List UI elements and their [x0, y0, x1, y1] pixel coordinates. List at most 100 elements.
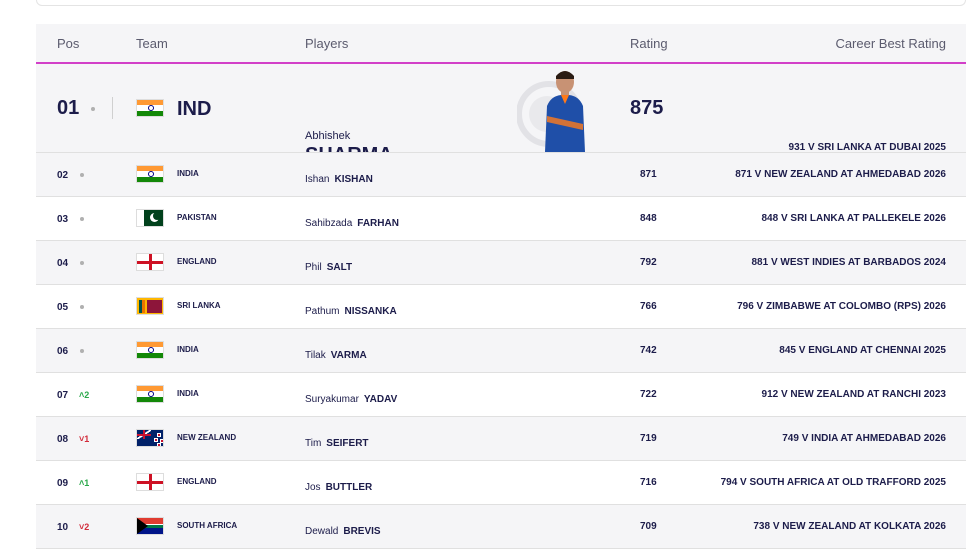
- header-rating: Rating: [630, 36, 668, 51]
- table-row[interactable]: 08 ˅1 NEW ZEALAND Tim SEIFERT 719 749 V I…: [36, 417, 966, 461]
- player-last-name: VARMA: [330, 350, 367, 361]
- leader-first-name: Abhishek: [305, 130, 351, 142]
- player-first-name: Pathum: [305, 306, 340, 317]
- row-team: INDIA: [177, 389, 199, 398]
- table-row[interactable]: 02 INDIA Ishan KISHAN 871 871 V NEW ZEALA…: [36, 153, 966, 197]
- new-zealand-flag-icon: [136, 429, 164, 447]
- row-rating: 722: [640, 389, 657, 400]
- row-team: INDIA: [177, 169, 199, 178]
- row-rating: 848: [640, 213, 657, 224]
- no-change-dot-icon: [80, 173, 84, 177]
- player-last-name: SALT: [326, 262, 353, 273]
- row-pos: 05: [57, 302, 69, 313]
- south-africa-flag-icon: [136, 517, 164, 535]
- row-rating: 742: [640, 345, 657, 356]
- no-change-dot-icon: [91, 107, 95, 111]
- row-rating: 792: [640, 257, 657, 268]
- india-flag-icon: [136, 165, 164, 183]
- table-row[interactable]: 05 SRI LANKA Pathum NISSANKA 766 796 V ZI…: [36, 285, 966, 329]
- row-career-best: 794 V SOUTH AFRICA AT OLD TRAFFORD 2025: [720, 477, 946, 488]
- no-change-dot-icon: [80, 305, 84, 309]
- row-pos: 07: [57, 390, 69, 401]
- move-down-icon: ˅1: [79, 434, 90, 444]
- india-flag-icon: [136, 99, 164, 117]
- player-first-name: Dewald: [305, 526, 339, 537]
- player-last-name: KISHAN: [334, 174, 373, 185]
- leader-rating: 875: [630, 97, 664, 119]
- table-row[interactable]: 06 INDIA Tilak VARMA 742 845 V ENGLAND AT…: [36, 329, 966, 373]
- header-pos: Pos: [57, 36, 80, 51]
- row-player[interactable]: Dewald BREVIS: [305, 526, 381, 537]
- player-last-name: NISSANKA: [344, 306, 397, 317]
- player-last-name: SEIFERT: [326, 438, 369, 449]
- player-last-name: BUTTLER: [325, 482, 373, 493]
- row-player[interactable]: Ishan KISHAN: [305, 174, 373, 185]
- table-row[interactable]: 09 ˄1 ENGLAND Jos BUTTLER 716 794 V SOUTH…: [36, 461, 966, 505]
- row-team: SRI LANKA: [177, 301, 221, 310]
- header-career-best: Career Best Rating: [835, 36, 946, 51]
- header-players: Players: [305, 36, 349, 51]
- player-first-name: Phil: [305, 262, 322, 273]
- leader-team: IND: [177, 98, 212, 120]
- player-last-name: YADAV: [363, 394, 398, 405]
- player-first-name: Jos: [305, 482, 321, 493]
- row-pos: 04: [57, 258, 69, 269]
- row-rating: 719: [640, 433, 657, 444]
- player-portrait: [517, 71, 585, 152]
- no-change-dot-icon: [80, 349, 84, 353]
- header-team: Team: [136, 36, 168, 51]
- row-player[interactable]: Tilak VARMA: [305, 350, 367, 361]
- table-row[interactable]: 04 ENGLAND Phil SALT 792 881 V WEST INDIE…: [36, 241, 966, 285]
- player-first-name: Suryakumar: [305, 394, 359, 405]
- row-player[interactable]: Suryakumar YADAV: [305, 394, 397, 405]
- player-first-name: Ishan: [305, 174, 330, 185]
- row-rating: 709: [640, 521, 657, 532]
- row-team: PAKISTAN: [177, 213, 217, 222]
- row-rating: 871: [640, 169, 657, 180]
- table-row[interactable]: 07 ˄2 INDIA Suryakumar YADAV 722 912 V NE…: [36, 373, 966, 417]
- row-rating: 716: [640, 477, 657, 488]
- rankings-table: Pos Team Players Rating Career Best Rati…: [36, 24, 966, 549]
- table-header: Pos Team Players Rating Career Best Rati…: [36, 24, 966, 64]
- player-last-name: FARHAN: [357, 218, 399, 229]
- pakistan-flag-icon: [136, 209, 164, 227]
- leader-row[interactable]: 01 IND Abhishek SHARMA 875 931 V SRI LAN…: [36, 64, 966, 153]
- row-pos: 09: [57, 478, 69, 489]
- divider: [112, 97, 113, 119]
- row-pos: 03: [57, 214, 69, 225]
- row-career-best: 845 V ENGLAND AT CHENNAI 2025: [779, 345, 946, 356]
- england-flag-icon: [136, 253, 164, 271]
- row-team: SOUTH AFRICA: [177, 521, 238, 530]
- leader-pos: 01: [57, 97, 80, 119]
- row-career-best: 796 V ZIMBABWE AT COLOMBO (RPS) 2026: [737, 301, 946, 312]
- move-up-icon: ˄1: [79, 478, 90, 488]
- row-player[interactable]: Phil SALT: [305, 262, 352, 273]
- england-flag-icon: [136, 473, 164, 491]
- move-down-icon: ˅2: [79, 522, 90, 532]
- row-team: ENGLAND: [177, 477, 217, 486]
- row-career-best: 881 V WEST INDIES AT BARBADOS 2024: [751, 257, 947, 268]
- row-pos: 08: [57, 434, 69, 445]
- move-up-icon: ˄2: [79, 390, 90, 400]
- row-player[interactable]: Jos BUTTLER: [305, 482, 372, 493]
- row-player[interactable]: Sahibzada FARHAN: [305, 218, 399, 229]
- row-rating: 766: [640, 301, 657, 312]
- player-first-name: Tilak: [305, 350, 326, 361]
- row-career-best: 738 V NEW ZEALAND AT KOLKATA 2026: [753, 521, 946, 532]
- row-career-best: 871 V NEW ZEALAND AT AHMEDABAD 2026: [735, 169, 946, 180]
- row-pos: 10: [57, 522, 69, 533]
- row-player[interactable]: Tim SEIFERT: [305, 438, 369, 449]
- leader-last-name: SHARMA: [305, 144, 393, 152]
- player-first-name: Tim: [305, 438, 322, 449]
- table-row[interactable]: 03 PAKISTAN Sahibzada FARHAN 848 848 V SR…: [36, 197, 966, 241]
- sri-lanka-flag-icon: [136, 297, 164, 315]
- row-career-best: 848 V SRI LANKA AT PALLEKELE 2026: [761, 213, 947, 224]
- player-first-name: Sahibzada: [305, 218, 353, 229]
- row-pos: 06: [57, 346, 69, 357]
- leader-career-best: 931 V SRI LANKA AT DUBAI 2025: [788, 142, 946, 153]
- row-team: NEW ZEALAND: [177, 433, 237, 442]
- row-player[interactable]: Pathum NISSANKA: [305, 306, 397, 317]
- no-change-dot-icon: [80, 217, 84, 221]
- table-row[interactable]: 10 ˅2 SOUTH AFRICA Dewald BREVIS 709 738 …: [36, 505, 966, 549]
- player-last-name: BREVIS: [343, 526, 381, 537]
